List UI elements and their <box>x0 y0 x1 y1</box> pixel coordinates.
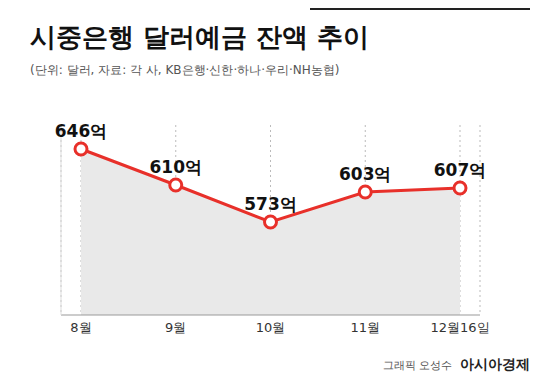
svg-text:573억: 573억 <box>244 194 297 214</box>
svg-text:603억: 603억 <box>339 164 392 184</box>
svg-text:8월: 8월 <box>70 320 91 335</box>
html-text:시중은행 달러예금 잔액 추이: 시중은행 달러예금 잔액 추이 <box>30 22 370 52</box>
svg-text:9월: 9월 <box>165 320 186 335</box>
html-text:아시아경제: 아시아경제 <box>460 356 530 372</box>
svg-text:607억: 607억 <box>434 160 487 180</box>
html-text:그래픽 오성수: 그래픽 오성수 <box>382 359 452 372</box>
svg-text:610억: 610억 <box>150 157 203 177</box>
svg-text:12월16일: 12월16일 <box>430 320 489 335</box>
svg-text:10월: 10월 <box>256 320 286 335</box>
svg-text:646억: 646억 <box>55 121 108 141</box>
html-text:(단위: 달러, 자료: 각 사, KB은행·신한·하나·우: (단위: 달러, 자료: 각 사, KB은행·신한·하나·우리·NH농협) <box>30 63 340 77</box>
svg-text:11월: 11월 <box>350 320 380 335</box>
